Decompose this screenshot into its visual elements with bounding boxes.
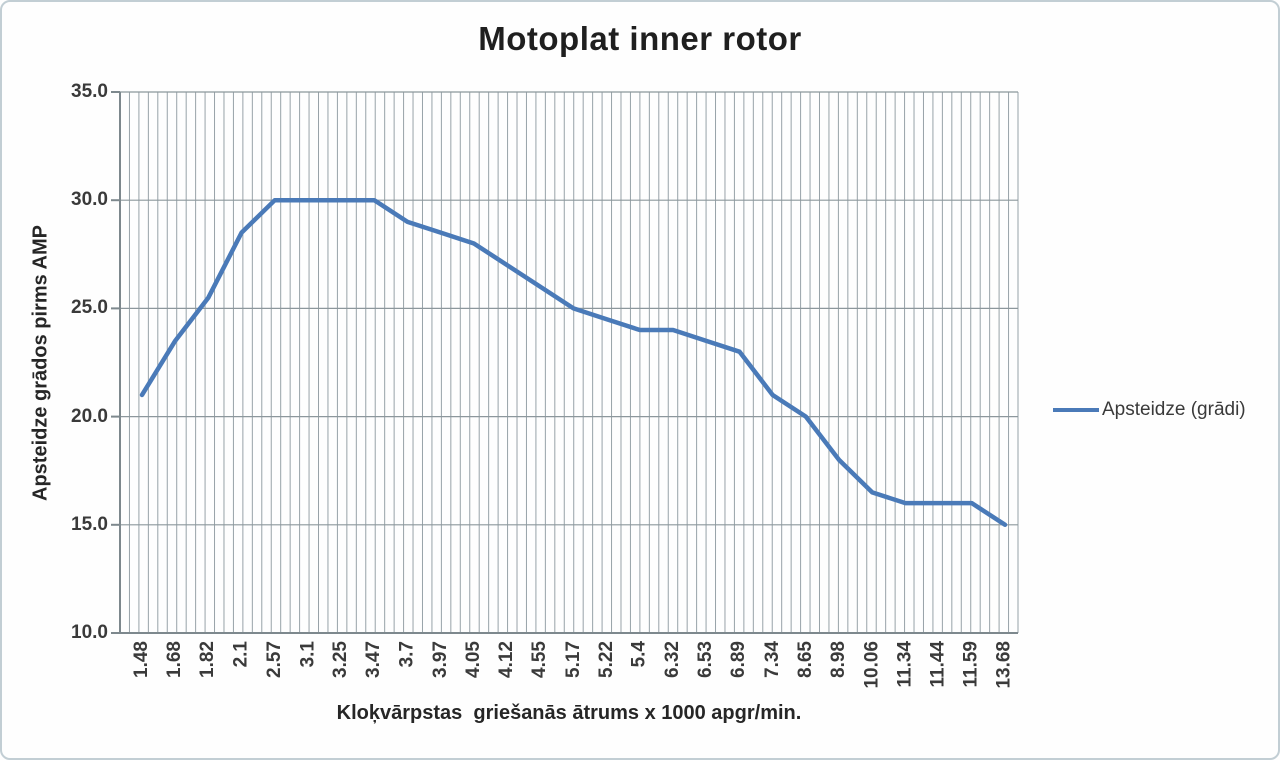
- x-tick-label: 6.89: [728, 641, 750, 678]
- x-tick-label: 1.48: [131, 641, 152, 678]
- x-tick-label: 3.25: [330, 641, 352, 678]
- data-series-line: [139, 197, 1008, 528]
- y-tick-label: 15.0: [71, 513, 108, 535]
- x-tick-label: 4.12: [496, 641, 518, 678]
- x-tick-label: 1.68: [164, 641, 186, 678]
- x-tick-label: 3.1: [296, 641, 318, 668]
- x-tick-label: 5.4: [628, 641, 650, 668]
- x-tick-label: 4.55: [529, 641, 551, 678]
- x-tick-label: 11.34: [894, 641, 916, 688]
- x-tick-label: 8.98: [828, 641, 850, 678]
- y-tick-label: 10.0: [71, 622, 108, 643]
- x-tick-label: 2.57: [263, 641, 285, 678]
- chart-title: Motoplat inner rotor: [478, 20, 802, 57]
- x-axis-title: Kloķvārpstas griešanās ātrums x 1000 apg…: [336, 702, 802, 724]
- y-axis-title-area: Apsteidze grādos pirms AMP: [24, 92, 58, 633]
- x-tick-label: 8.65: [794, 641, 816, 678]
- x-tick-label: 6.32: [662, 641, 684, 678]
- x-tick-label: 4.05: [462, 641, 484, 678]
- x-tick-label: 11.59: [960, 641, 982, 688]
- x-tick-label: 5.22: [595, 641, 617, 678]
- legend: Apsteidze (grādi): [1053, 398, 1246, 422]
- x-tick-label: 10.06: [861, 641, 883, 689]
- y-tick-label: 35.0: [71, 81, 108, 102]
- x-tick-label: 6.53: [695, 641, 717, 678]
- x-tick-label: 2.1: [230, 641, 252, 668]
- x-tick-label: 3.97: [429, 641, 451, 678]
- legend-series-label: Apsteidze (grādi): [1102, 399, 1246, 420]
- x-tick-label: 7.34: [761, 641, 783, 678]
- y-tick-label: 25.0: [71, 297, 108, 319]
- y-tick-label: 30.0: [71, 189, 108, 211]
- legend-line-marker: [1053, 408, 1099, 412]
- x-tick-label: 11.44: [927, 641, 949, 688]
- x-tick-label: 5.17: [562, 641, 584, 678]
- y-axis-title: Apsteidze grādos pirms AMP: [29, 224, 52, 501]
- y-tick-label: 20.0: [71, 405, 108, 427]
- x-tick-label: 13.68: [994, 641, 1015, 689]
- x-tick-label: 3.47: [363, 641, 385, 678]
- x-tick-label: 1.82: [197, 641, 219, 678]
- x-tick-label: 3.7: [396, 641, 418, 668]
